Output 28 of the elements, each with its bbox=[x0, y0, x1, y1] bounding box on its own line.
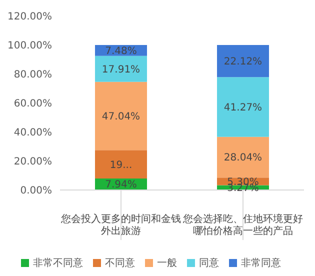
y-tick-label: 60.00% bbox=[14, 98, 52, 110]
bar bbox=[95, 82, 147, 150]
y-tick-label: 20.00% bbox=[14, 156, 52, 168]
y-tick-label: 40.00% bbox=[14, 128, 52, 139]
x-tick-label: 您会选择吃、住地环境更好哪怕价格高一些的产品 bbox=[182, 213, 303, 237]
legend-label: 不同意 bbox=[105, 258, 135, 269]
data-label: 19... bbox=[110, 160, 132, 171]
y-tick-label: 100.00% bbox=[8, 40, 52, 52]
data-label: 17.91% bbox=[102, 64, 140, 76]
data-label: 28.04% bbox=[224, 152, 262, 164]
bar bbox=[95, 56, 147, 82]
data-label: 7.94% bbox=[105, 180, 137, 191]
legend-label: 一般 bbox=[157, 258, 177, 269]
bar bbox=[217, 45, 269, 78]
data-label: 41.27% bbox=[224, 102, 262, 114]
y-tick-label: 0.00% bbox=[20, 186, 52, 197]
legend-label: 非常同意 bbox=[241, 258, 281, 269]
bar bbox=[217, 77, 269, 137]
x-tick-label: 您会投入更多的时间和金钱外出旅游 bbox=[60, 213, 181, 237]
bar bbox=[95, 150, 147, 178]
legend-label: 非常不同意 bbox=[33, 258, 83, 269]
y-tick-label: 80.00% bbox=[14, 70, 52, 81]
data-label: 22.12% bbox=[224, 56, 262, 68]
bar bbox=[217, 136, 269, 178]
data-label: 47.04% bbox=[102, 111, 140, 122]
y-tick-label: 120.00% bbox=[8, 12, 52, 23]
data-label: 7.48% bbox=[105, 46, 137, 57]
legend-label: 同意 bbox=[199, 258, 219, 269]
